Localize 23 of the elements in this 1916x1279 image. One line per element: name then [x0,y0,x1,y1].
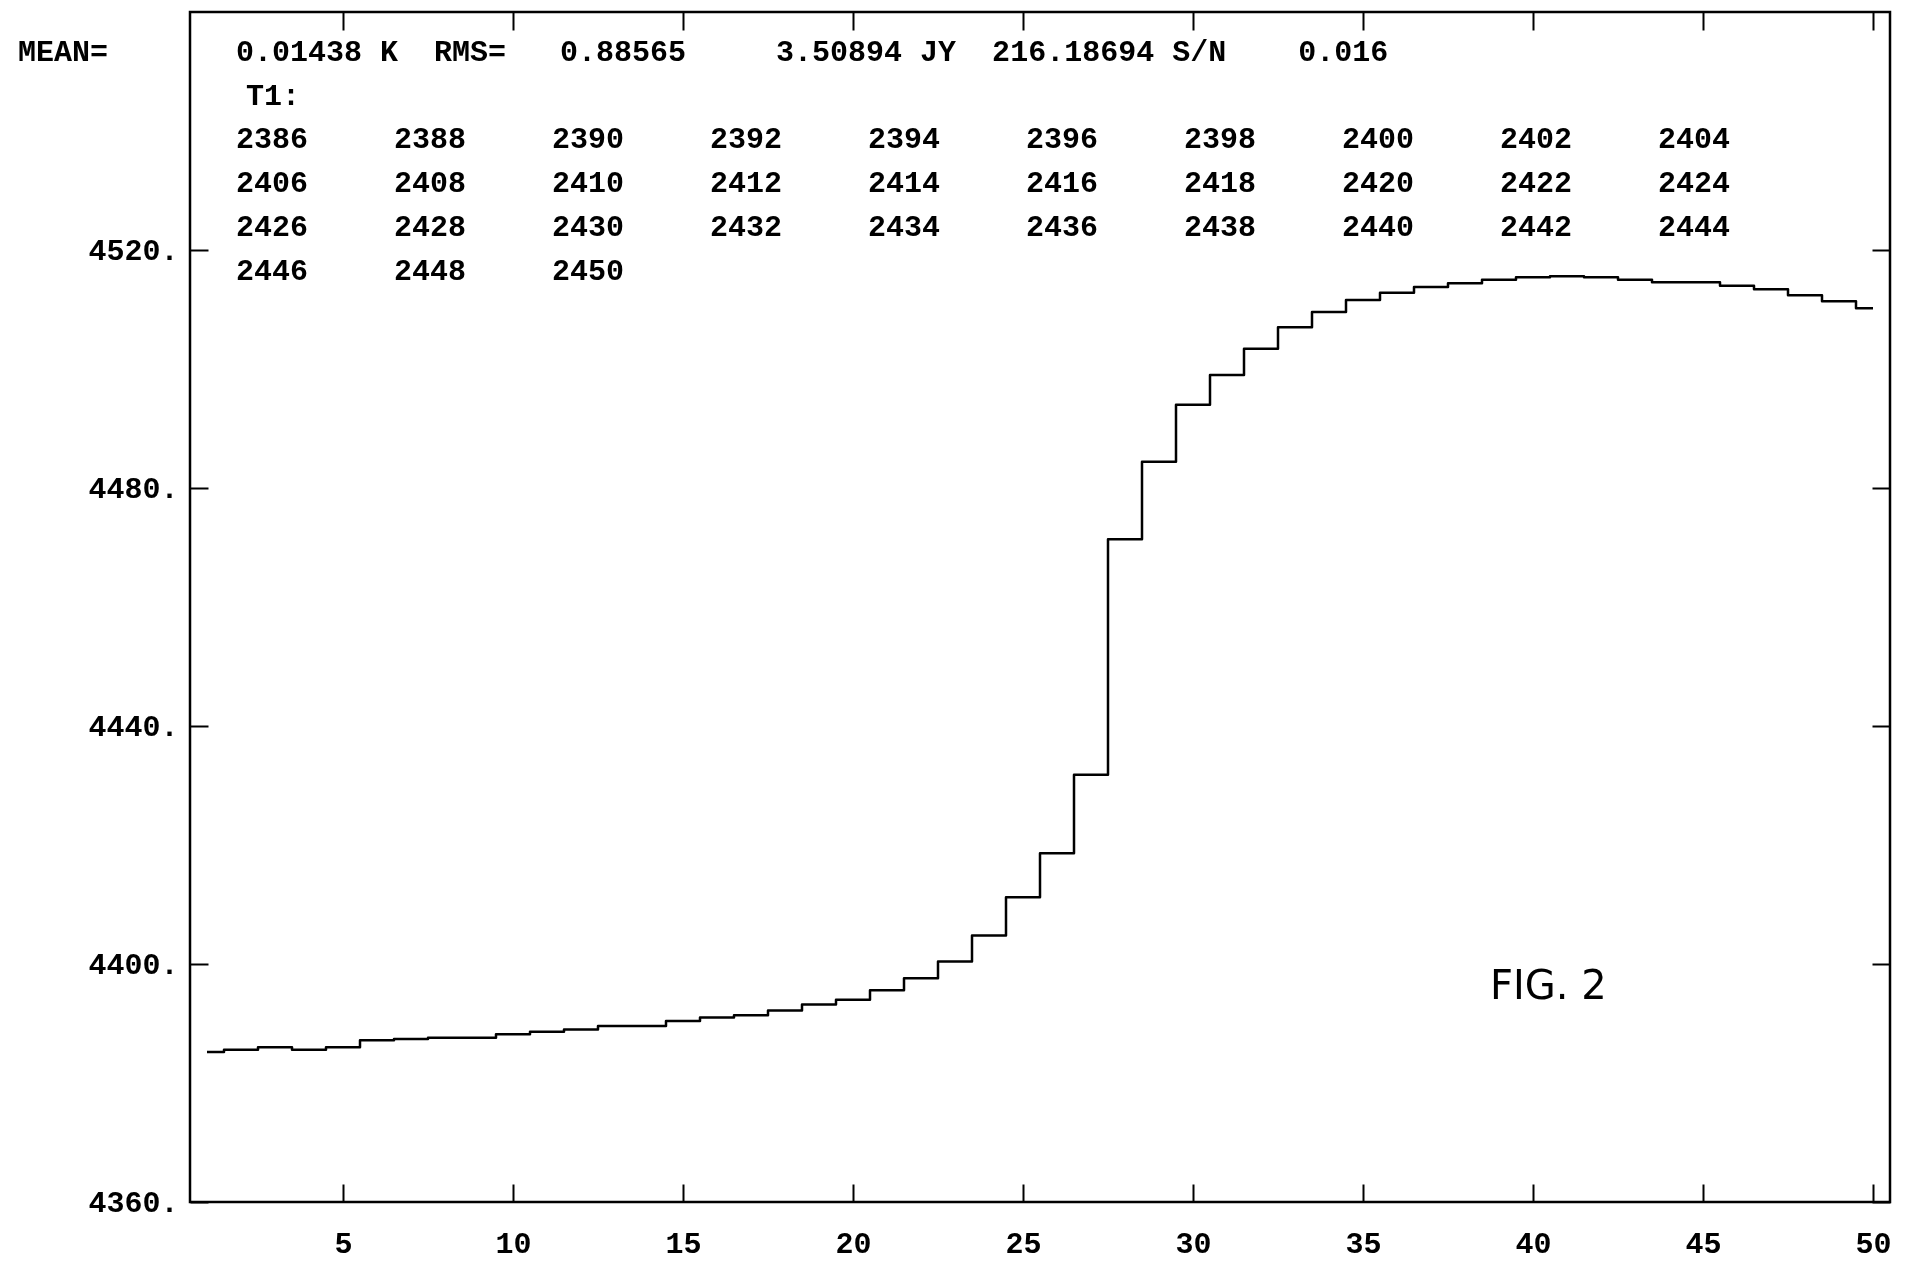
x-tick-label: 10 [495,1227,532,1262]
x-tick-label: 50 [1855,1227,1892,1262]
text: 2426 2428 2430 2432 2434 2436 2438 2440 2442 2444 [236,211,1731,245]
annotation: T1: [246,80,301,114]
x-tick-label: 20 [835,1227,872,1262]
x-tick-label: 5 [334,1227,353,1262]
text: MEAN= [18,36,109,70]
text: 2446 2448 2450 [236,255,625,289]
y-tick-label: 4480. [88,472,179,507]
x-tick-label: 35 [1345,1227,1382,1262]
text: 2386 2388 2390 2392 2394 2396 2398 2400 2402 2404 [236,123,1731,157]
x-tick-label: 45 [1685,1227,1722,1262]
x-tick-label: 30 [1175,1227,1212,1262]
annotation: FIG. 2 [1490,962,1607,1008]
y-tick-label: 4520. [88,234,179,269]
text: 2406 2408 2410 2412 2414 2416 2418 2420 2422 2424 [236,167,1731,201]
x-tick-label: 25 [1005,1227,1042,1262]
x-tick-label: 40 [1515,1227,1552,1262]
y-tick-label: 4360. [88,1186,179,1221]
y-tick-label: 4440. [88,710,179,745]
annotation: 0.01438 K RMS= 0.88565 3.50894 JY 216.18694 S/N 0.016 [236,36,1389,70]
x-tick-label: 15 [665,1227,702,1262]
y-tick-label: 4400. [88,948,179,983]
